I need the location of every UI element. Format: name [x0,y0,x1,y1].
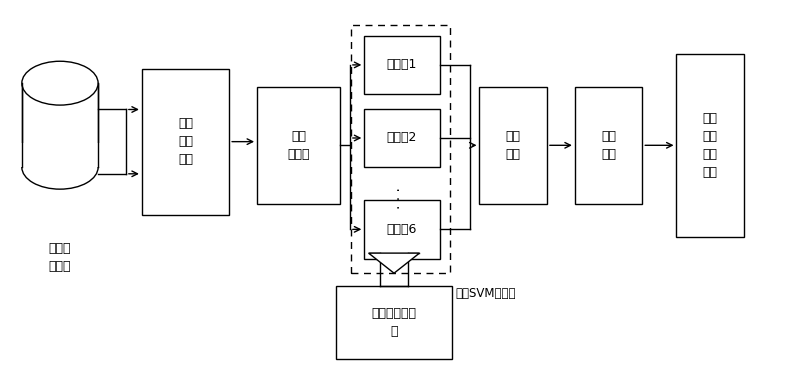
Bar [364,109,440,167]
Text: 数据
预处理: 数据 预处理 [287,130,310,161]
Bar [364,200,440,259]
Text: 分类器6: 分类器6 [386,223,417,236]
Text: · · ·: · · · [393,187,407,209]
Bar [479,87,547,204]
Bar [677,54,744,237]
Bar [20,144,100,167]
Bar [142,69,229,215]
Text: 故障
分类: 故障 分类 [601,130,616,161]
Text: 训练SVM分类器: 训练SVM分类器 [456,287,516,300]
Text: 集成
学习: 集成 学习 [506,130,521,161]
Bar [22,83,98,167]
Text: 分类器2: 分类器2 [386,131,417,144]
Ellipse shape [22,145,98,189]
Bar [350,25,450,273]
Bar [337,286,452,359]
Bar [574,87,642,204]
Polygon shape [369,253,419,273]
Text: 分类器1: 分类器1 [386,58,417,71]
Ellipse shape [22,61,98,105]
Text: 诊断
数据
显示
输出: 诊断 数据 显示 输出 [702,112,718,179]
Text: 特征
数据
采集: 特征 数据 采集 [178,117,193,166]
Text: 专家知识库数
据: 专家知识库数 据 [371,307,417,338]
Text: 变压器
绝缘油: 变压器 绝缘油 [49,242,71,273]
Bar [257,87,341,204]
Bar [364,36,440,94]
